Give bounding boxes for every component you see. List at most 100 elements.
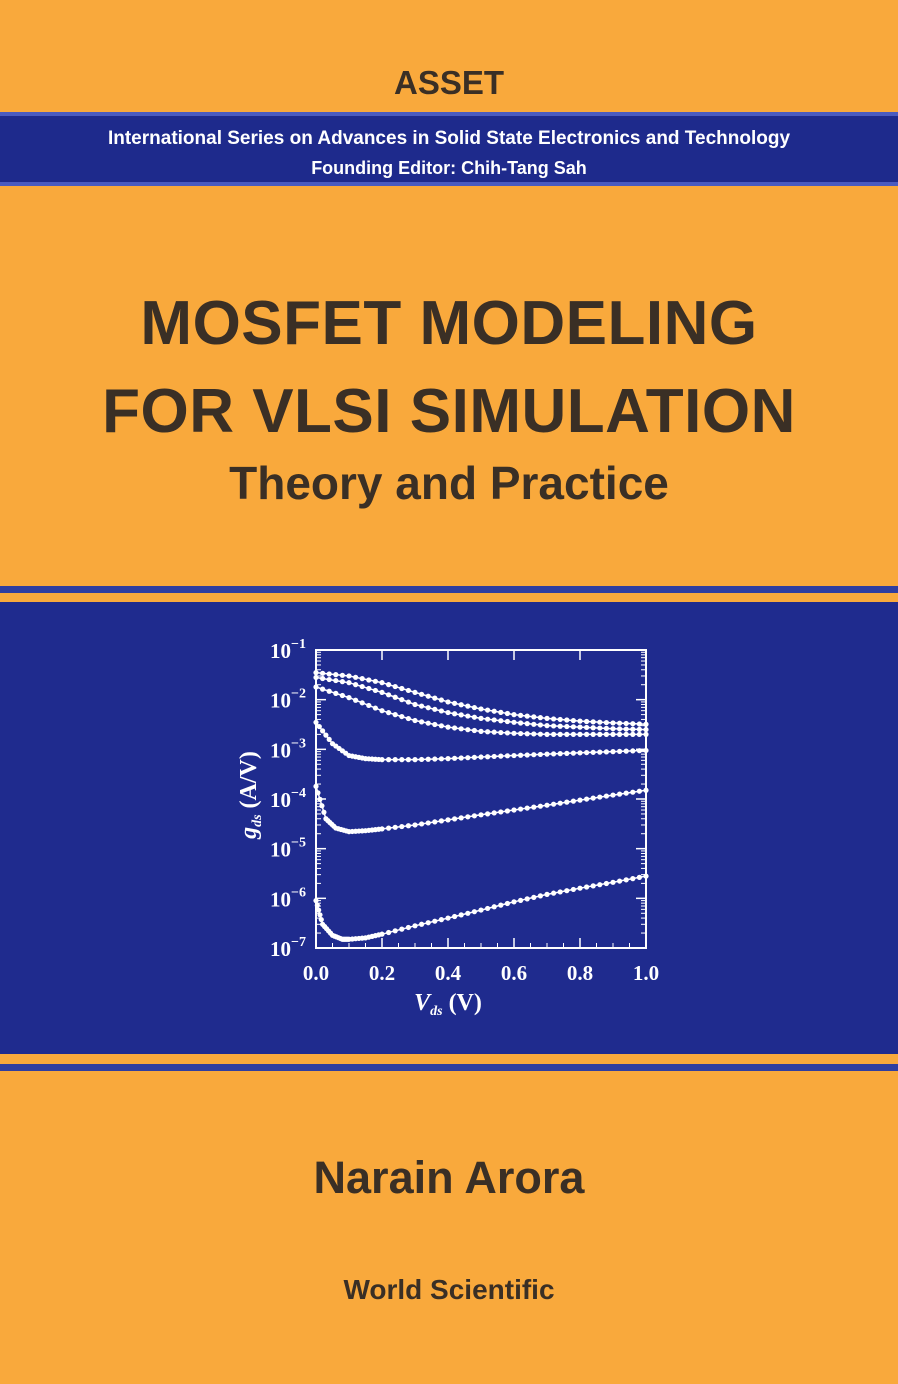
series-6-point (603, 880, 610, 887)
series-2-point (630, 726, 636, 732)
series-5-point (564, 799, 570, 805)
series-1-point (452, 700, 458, 706)
series-5-point (524, 805, 530, 811)
series-1-point (623, 720, 629, 727)
series-5-point (518, 806, 524, 812)
series-5-point (630, 789, 636, 795)
series-3-point (623, 731, 629, 737)
series-1-point (313, 670, 319, 676)
series-3-point (471, 727, 477, 734)
series-5-point (315, 790, 321, 796)
series-3-point (504, 730, 510, 736)
series-5-point (438, 818, 444, 824)
series-6-point (518, 897, 524, 903)
series-1-point (432, 695, 438, 701)
x-tick-label: 0.8 (567, 961, 593, 985)
series-3-point (438, 723, 444, 729)
x-tick-label: 0.4 (435, 961, 462, 985)
divider-bottom (0, 1064, 898, 1071)
series-4-point (405, 757, 411, 763)
series-3-point (339, 692, 345, 699)
series-5-point (636, 788, 643, 794)
series-5-point (643, 787, 649, 793)
series-3-point (372, 705, 378, 711)
series-2-point (379, 689, 385, 696)
series-4-point (445, 756, 451, 762)
series-6-point (412, 923, 418, 929)
series-2-point (603, 725, 610, 732)
series-6-point (537, 893, 544, 899)
series-4-point (570, 750, 577, 756)
series-4-point (577, 750, 583, 756)
series-2-point (392, 694, 398, 700)
series-3-point (564, 731, 570, 737)
series-2-point (465, 713, 471, 719)
series-1-point (485, 707, 491, 713)
series-1-point (339, 672, 345, 678)
series-5-point (432, 819, 438, 825)
series-3-point (491, 729, 497, 735)
series-5-point (491, 810, 497, 816)
series-4-point (419, 756, 425, 763)
book-subtitle: Theory and Practice (229, 457, 669, 509)
series-6-point (590, 883, 596, 889)
series-3-point (465, 727, 471, 733)
chart-panel: 0.0 0.2 0.4 0.6 0.8 1.0 10−1 10−2 10−3 10−4 10−5 10… (0, 602, 898, 1054)
series-1-point (557, 716, 563, 723)
series-1-point (386, 682, 392, 688)
series-3-point (412, 717, 418, 724)
series-6-point (643, 873, 649, 879)
series-2-point (346, 680, 352, 686)
series-1-point (531, 714, 537, 720)
series-5-point (531, 804, 537, 810)
x-tick-label: 0.0 (303, 961, 329, 985)
series-3-point (432, 721, 438, 728)
series-5-point (458, 815, 464, 821)
series-4-point (504, 753, 510, 759)
series-full-name: International Series on Advances in Soli… (107, 128, 791, 149)
series-3-point (425, 720, 431, 726)
gds-vds-chart: 0.0 0.2 0.4 0.6 0.8 1.0 10−1 10−2 10−3 10−4 10−5 10… (236, 637, 659, 1019)
series-5-point (471, 813, 477, 819)
series-1-point (544, 715, 550, 721)
series-3-point (458, 726, 464, 732)
series-4-point (551, 751, 557, 757)
series-1-point (511, 712, 517, 718)
series-1-point (372, 678, 378, 684)
series-1-point (577, 718, 583, 724)
series-4-point (544, 751, 550, 757)
series-2-point (359, 683, 365, 690)
series-5-point (317, 796, 323, 802)
series-3-point (597, 731, 603, 737)
series-3-point (590, 731, 596, 737)
series-1-point (333, 672, 339, 678)
series-2-point (399, 697, 405, 703)
series-5-point (386, 825, 392, 831)
series-2-point (531, 721, 537, 727)
series-1-point (603, 719, 610, 726)
series-2-point (438, 708, 444, 714)
series-5-point (425, 820, 431, 826)
series-4-point (511, 752, 517, 759)
series-2-point (458, 712, 464, 718)
series-3-point (419, 719, 425, 725)
series-2-point (405, 699, 411, 705)
series-3-point (313, 684, 319, 690)
series-2-point (471, 714, 477, 720)
series-2-point (564, 723, 570, 730)
series-1-point (630, 721, 636, 727)
series-2-point (339, 679, 345, 685)
series-6-point (610, 879, 616, 885)
series-5-point (617, 791, 623, 797)
series-1-point (524, 713, 530, 719)
series-6-point (392, 928, 398, 934)
series-4-point (313, 719, 319, 725)
series-1-point (438, 697, 444, 703)
series-5-point (419, 821, 425, 827)
series-2-point (452, 711, 458, 717)
series-6-point (399, 926, 405, 932)
series-5-point (584, 796, 590, 802)
series-4-point (438, 756, 444, 762)
series-1-point (392, 683, 398, 690)
series-4-point (603, 749, 610, 755)
